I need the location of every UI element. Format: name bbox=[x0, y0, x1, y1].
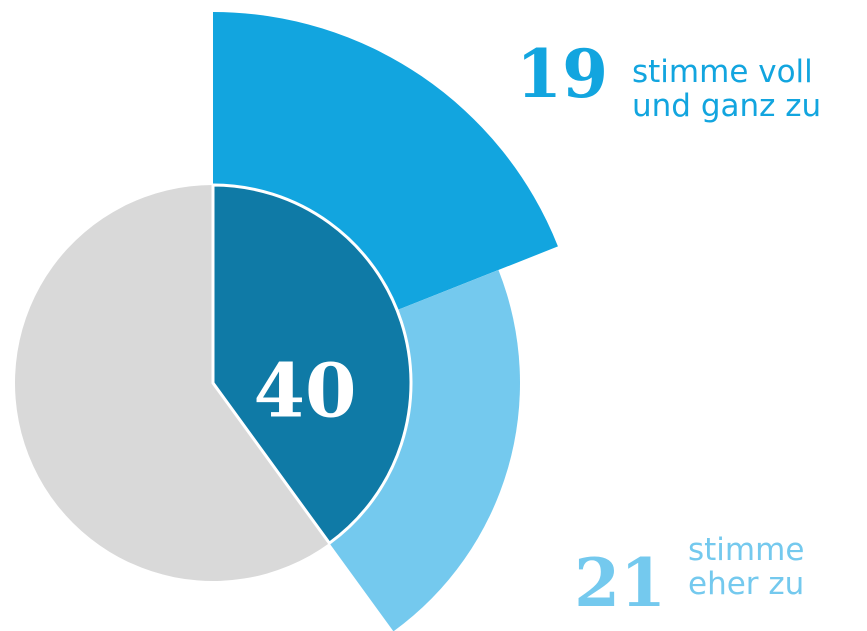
total-wedge bbox=[211, 183, 413, 546]
rest-wedge bbox=[14, 185, 330, 581]
legend-label: stimme bbox=[688, 532, 804, 568]
legend-label: eher zu bbox=[688, 566, 804, 602]
value-label: 21 bbox=[574, 544, 666, 622]
legend-label: stimme voll bbox=[632, 54, 813, 90]
value-label: 19 bbox=[516, 35, 608, 113]
legend-label: und ganz zu bbox=[632, 88, 821, 124]
total-label: 40 bbox=[254, 349, 357, 435]
